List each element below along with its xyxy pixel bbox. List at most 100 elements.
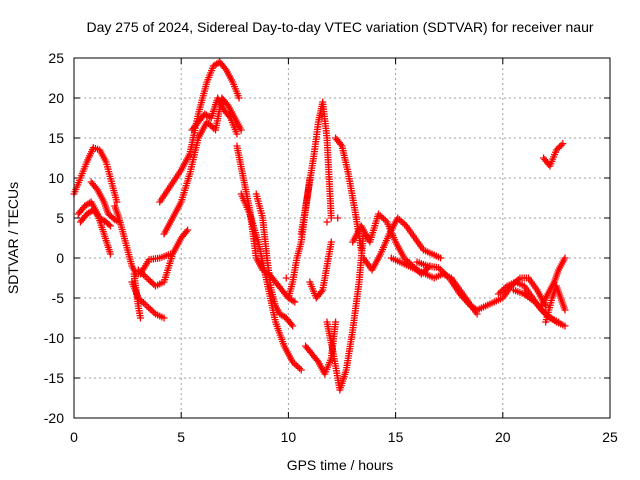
series-s22 [359, 214, 445, 274]
data-point [113, 198, 121, 206]
series-s20 [332, 134, 365, 254]
data-point [399, 219, 407, 227]
y-tick-label: 15 [48, 130, 64, 146]
data-point [327, 214, 335, 222]
tick-label-layer: 0 5 10 15 20 25 -20 -15 -10 -5 0 5 10 15 20 25 [44, 50, 618, 445]
data-point [554, 144, 562, 152]
x-tick-label: 5 [177, 429, 185, 445]
data-point [92, 184, 100, 192]
data-point [143, 274, 151, 282]
data-point [557, 141, 565, 149]
series-s1 [70, 144, 121, 206]
series-outliers [282, 214, 342, 282]
y-tick-label: -10 [44, 330, 64, 346]
data-point [332, 318, 340, 326]
y-tick-label: 5 [56, 210, 64, 226]
series-s27 [510, 286, 569, 330]
x-tick-label: 25 [602, 429, 618, 445]
series-s11 [188, 94, 241, 138]
y-tick-label: 25 [48, 50, 64, 66]
y-tick-label: 10 [48, 170, 64, 186]
data-point [334, 214, 342, 222]
plot-frame [73, 57, 611, 419]
data-point [148, 307, 156, 315]
series-s19 [323, 230, 367, 394]
x-tick-label: 0 [70, 429, 78, 445]
data-point [378, 213, 386, 221]
data-point [184, 226, 192, 234]
data-point [561, 254, 569, 262]
data-point [109, 214, 117, 222]
series-s7 [128, 278, 168, 322]
y-tick-label: 0 [56, 250, 64, 266]
series-s9 [156, 58, 243, 206]
data-point [556, 143, 564, 151]
data-point [282, 274, 290, 282]
data-point [397, 217, 405, 225]
data-point [221, 64, 229, 72]
series-s18 [306, 238, 335, 302]
data-point [141, 300, 149, 308]
data-point [357, 246, 365, 254]
y-tick-label: -20 [44, 410, 64, 426]
data-point [289, 297, 297, 305]
series-s8 [130, 270, 144, 322]
series-s21 [349, 210, 434, 278]
y-axis-label: SDTVAR / TECUs [5, 182, 21, 294]
data-point [437, 254, 445, 262]
data-point [294, 363, 302, 371]
y-tick-label: -5 [52, 290, 65, 306]
data-point [235, 94, 243, 102]
data-point [223, 100, 231, 108]
series-s2 [74, 198, 114, 258]
data-point [208, 123, 216, 131]
data-point [401, 220, 409, 228]
data-point [146, 277, 154, 285]
data-point [291, 298, 299, 306]
series-s14 [252, 190, 297, 330]
data-point [106, 250, 114, 258]
series-s30 [540, 140, 567, 170]
series-s24 [413, 258, 481, 314]
data-point [225, 112, 233, 120]
x-axis-label: GPS time / hours [287, 457, 394, 473]
data-point [146, 305, 154, 313]
data-point [233, 130, 241, 138]
data-point [145, 276, 153, 284]
data-point [552, 146, 560, 154]
data-marks [70, 58, 569, 394]
series-s16 [297, 98, 335, 238]
data-point [287, 320, 295, 328]
data-point [106, 222, 114, 230]
data-point [561, 306, 569, 314]
data-point [297, 366, 305, 374]
x-tick-label: 20 [495, 429, 511, 445]
series-s5 [111, 202, 174, 278]
data-point [136, 314, 144, 322]
data-point [317, 288, 325, 296]
x-tick-label: 10 [281, 429, 297, 445]
series-s4 [87, 178, 123, 226]
data-point [139, 299, 147, 307]
series-s29 [542, 282, 569, 326]
data-point [289, 322, 297, 330]
data-point [337, 140, 345, 148]
series-s3 [76, 206, 114, 230]
chart-title: Day 275 of 2024, Sidereal Day-to-day VTE… [86, 19, 593, 35]
data-point [323, 218, 331, 226]
data-point [561, 322, 569, 330]
data-point [105, 221, 113, 229]
data-point [313, 356, 321, 364]
data-point [145, 304, 153, 312]
series-s28 [537, 254, 569, 310]
data-point [327, 238, 335, 246]
data-point [182, 228, 190, 236]
grid-layer [74, 58, 610, 418]
tick-layer [73, 57, 611, 419]
data-point [292, 361, 300, 369]
data-point [160, 314, 168, 322]
y-tick-label: 20 [48, 90, 64, 106]
data-point [296, 364, 304, 372]
series-s6 [134, 226, 192, 290]
